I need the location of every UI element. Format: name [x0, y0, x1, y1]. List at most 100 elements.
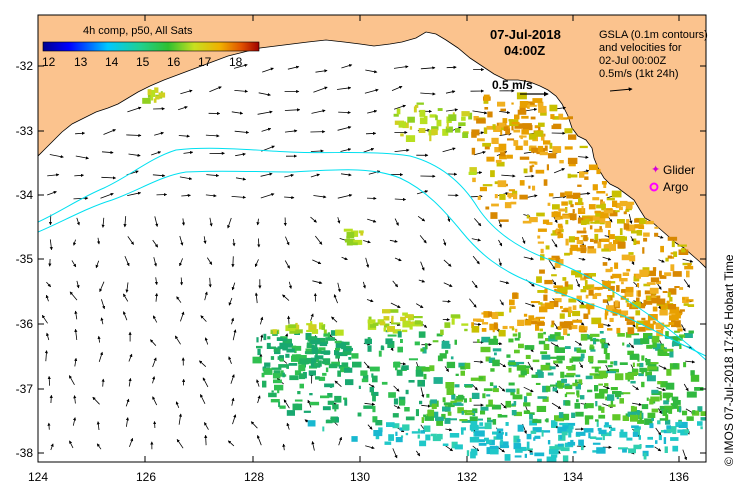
sst-patch: [566, 372, 576, 376]
sst-patch: [307, 342, 311, 346]
sst-patch: [589, 225, 593, 230]
sst-patch: [451, 441, 458, 449]
sst-patch: [585, 294, 589, 299]
sst-patch: [502, 445, 510, 448]
sst-patch: [400, 133, 404, 137]
sst-patch: [568, 431, 572, 438]
sst-patch: [581, 443, 584, 451]
sst-patch: [488, 357, 496, 363]
x-tick-label: 130: [349, 470, 371, 484]
sst-patch: [325, 419, 333, 424]
sst-patch: [596, 447, 606, 454]
sst-patch: [625, 224, 636, 231]
sst-patch: [324, 383, 335, 388]
sst-patch: [668, 288, 677, 295]
sst-patch: [587, 248, 597, 254]
sst-patch: [507, 138, 515, 141]
sst-patch: [484, 107, 489, 110]
sst-patch: [566, 392, 575, 395]
map-time: 04:00Z: [504, 43, 546, 58]
sst-patch: [358, 385, 361, 389]
sst-patch: [697, 406, 703, 412]
sst-patch: [619, 228, 623, 235]
sst-patch: [400, 316, 406, 322]
sst-patch: [677, 328, 683, 332]
sst-patch: [633, 444, 642, 450]
sst-patch: [631, 425, 639, 429]
sst-patch: [562, 277, 567, 281]
sst-patch: [478, 376, 484, 380]
sst-patch: [476, 118, 486, 124]
sst-patch: [378, 350, 382, 357]
sst-patch: [341, 362, 349, 369]
sst-patch: [672, 363, 678, 368]
velocity-arrow: [394, 218, 399, 226]
velocity-arrow: [128, 377, 132, 387]
sst-patch: [513, 129, 521, 133]
sst-patch: [554, 332, 561, 339]
sst-patch: [477, 418, 483, 421]
sst-patch: [270, 399, 280, 403]
sst-patch: [602, 262, 608, 266]
sst-patch: [444, 417, 451, 424]
velocity-arrow: [101, 150, 114, 155]
velocity-arrow: [286, 422, 290, 430]
sst-patch: [686, 416, 694, 421]
velocity-arrow: [68, 375, 75, 385]
velocity-arrow: [260, 193, 275, 199]
velocity-arrow: [181, 193, 191, 198]
velocity-arrow: [178, 134, 190, 138]
sst-patch: [322, 372, 327, 376]
sst-patch: [446, 123, 449, 129]
sst-patch: [342, 351, 352, 355]
sst-patch: [605, 353, 610, 360]
sst-patch: [597, 427, 602, 431]
sst-patch: [491, 137, 499, 144]
sst-patch: [470, 451, 476, 459]
sst-patch: [430, 399, 437, 406]
sst-patch: [644, 418, 653, 425]
sst-patch: [590, 238, 594, 242]
sst-patch: [564, 346, 571, 349]
sst-patch: [622, 448, 627, 453]
velocity-arrow: [553, 168, 565, 174]
sst-patch: [544, 145, 548, 151]
sst-patch: [616, 285, 620, 292]
velocity-arrow: [234, 130, 250, 134]
velocity-arrow: [392, 280, 399, 288]
sst-patch: [405, 432, 409, 436]
sst-patch: [559, 422, 569, 426]
sst-patch: [451, 394, 456, 400]
velocity-arrow: [365, 69, 378, 74]
sst-patch: [638, 290, 641, 297]
sst-patch: [651, 408, 659, 413]
colorbar-tick: 15: [136, 55, 150, 69]
sst-patch: [337, 370, 341, 377]
sst-patch: [335, 341, 344, 349]
sst-patch: [395, 366, 398, 371]
sst-patch: [458, 362, 467, 368]
sst-patch: [298, 365, 303, 371]
sst-patch: [435, 115, 438, 121]
sst-patch: [540, 351, 548, 355]
sst-patch: [515, 448, 523, 453]
sst-patch: [155, 95, 160, 100]
sst-patch: [611, 190, 622, 198]
sst-patch: [587, 246, 595, 249]
sst-patch: [568, 298, 577, 303]
sst-patch: [492, 312, 499, 319]
sst-patch: [402, 424, 410, 431]
velocity-arrow: [73, 239, 77, 246]
velocity-arrow: [180, 311, 185, 322]
sst-patch: [575, 383, 581, 390]
sst-patch: [486, 125, 494, 130]
velocity-arrow: [287, 315, 291, 324]
sst-patch: [514, 114, 520, 120]
sst-patch: [532, 418, 538, 423]
sst-patch: [681, 248, 686, 253]
sst-patch: [594, 210, 601, 214]
sst-patch: [524, 319, 532, 326]
velocity-arrow: [235, 152, 246, 157]
sst-patch: [357, 412, 362, 417]
sst-patch: [606, 305, 615, 312]
